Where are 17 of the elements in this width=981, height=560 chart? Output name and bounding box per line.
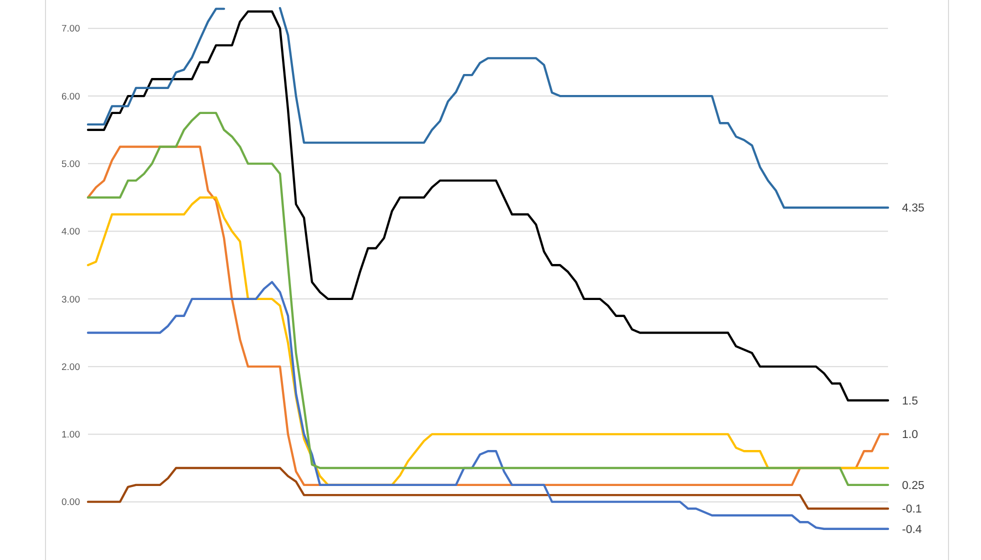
data-label: 0.25	[902, 480, 924, 492]
y-tick-label: 5.00	[62, 158, 80, 170]
line-series	[86, 466, 890, 510]
data-label: 4.35	[902, 202, 924, 215]
y-tick-label: 4.00	[62, 226, 80, 238]
line-series	[86, 10, 890, 402]
y-tick-label: 7.00	[62, 24, 80, 35]
line-series	[86, 280, 890, 530]
y-tick-label: 2.00	[62, 362, 80, 373]
data-label: 1.0	[902, 429, 918, 442]
y-tick-label: 0.00	[62, 497, 80, 508]
y-tick-label: 6.00	[62, 91, 80, 102]
data-label: -0.4	[902, 524, 922, 536]
data-label: -0.1	[902, 504, 922, 516]
y-tick-label: 1.00	[62, 430, 80, 441]
y-tick-label: 3.00	[62, 294, 80, 306]
data-label: 1.5	[902, 395, 918, 408]
